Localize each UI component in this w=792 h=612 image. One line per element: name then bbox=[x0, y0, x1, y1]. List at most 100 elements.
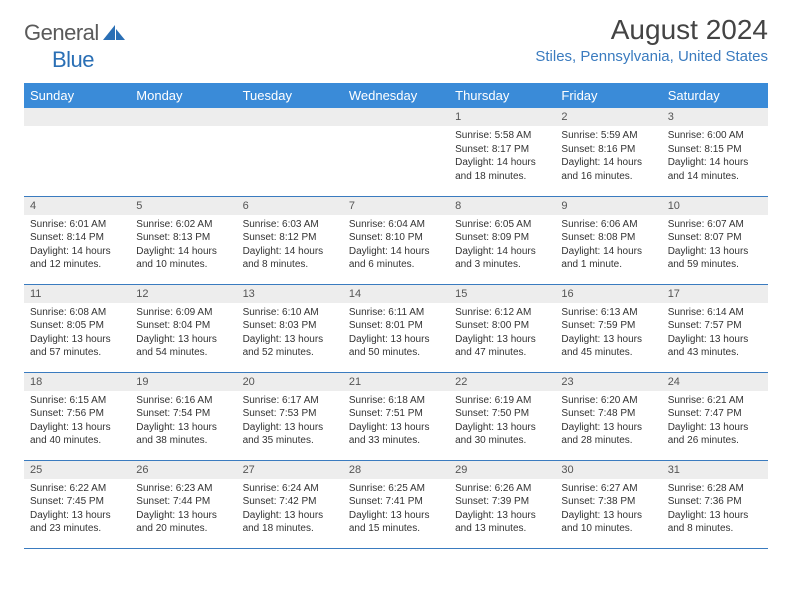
sunrise-text: Sunrise: 6:10 AM bbox=[243, 306, 337, 320]
day-number: 4 bbox=[24, 197, 130, 215]
day-number: 28 bbox=[343, 461, 449, 479]
day-number: 31 bbox=[662, 461, 768, 479]
calendar-cell bbox=[343, 108, 449, 196]
calendar-cell: 22Sunrise: 6:19 AMSunset: 7:50 PMDayligh… bbox=[449, 372, 555, 460]
sunrise-text: Sunrise: 6:24 AM bbox=[243, 482, 337, 496]
day-number: 21 bbox=[343, 373, 449, 391]
day-header: Tuesday bbox=[237, 83, 343, 108]
calendar-cell bbox=[237, 108, 343, 196]
calendar-cell: 12Sunrise: 6:09 AMSunset: 8:04 PMDayligh… bbox=[130, 284, 236, 372]
daylight-text: Daylight: 13 hours and 20 minutes. bbox=[136, 509, 230, 536]
calendar-cell: 9Sunrise: 6:06 AMSunset: 8:08 PMDaylight… bbox=[555, 196, 661, 284]
sunrise-text: Sunrise: 6:09 AM bbox=[136, 306, 230, 320]
sunset-text: Sunset: 8:17 PM bbox=[455, 143, 549, 157]
cell-body: Sunrise: 6:02 AMSunset: 8:13 PMDaylight:… bbox=[130, 215, 236, 276]
day-header: Monday bbox=[130, 83, 236, 108]
sunrise-text: Sunrise: 5:59 AM bbox=[561, 129, 655, 143]
sunrise-text: Sunrise: 6:26 AM bbox=[455, 482, 549, 496]
cell-body: Sunrise: 6:22 AMSunset: 7:45 PMDaylight:… bbox=[24, 479, 130, 540]
cell-body: Sunrise: 6:11 AMSunset: 8:01 PMDaylight:… bbox=[343, 303, 449, 364]
sunset-text: Sunset: 7:50 PM bbox=[455, 407, 549, 421]
daylight-text: Daylight: 14 hours and 1 minute. bbox=[561, 245, 655, 272]
cell-body: Sunrise: 6:03 AMSunset: 8:12 PMDaylight:… bbox=[237, 215, 343, 276]
sunrise-text: Sunrise: 6:12 AM bbox=[455, 306, 549, 320]
cell-body: Sunrise: 6:09 AMSunset: 8:04 PMDaylight:… bbox=[130, 303, 236, 364]
daylight-text: Daylight: 13 hours and 43 minutes. bbox=[668, 333, 762, 360]
sunrise-text: Sunrise: 6:04 AM bbox=[349, 218, 443, 232]
sunset-text: Sunset: 7:57 PM bbox=[668, 319, 762, 333]
cell-body: Sunrise: 6:28 AMSunset: 7:36 PMDaylight:… bbox=[662, 479, 768, 540]
calendar-cell: 18Sunrise: 6:15 AMSunset: 7:56 PMDayligh… bbox=[24, 372, 130, 460]
cell-body: Sunrise: 6:17 AMSunset: 7:53 PMDaylight:… bbox=[237, 391, 343, 452]
day-number: 2 bbox=[555, 108, 661, 126]
sunset-text: Sunset: 7:47 PM bbox=[668, 407, 762, 421]
daylight-text: Daylight: 13 hours and 15 minutes. bbox=[349, 509, 443, 536]
sunrise-text: Sunrise: 6:07 AM bbox=[668, 218, 762, 232]
calendar-week: 25Sunrise: 6:22 AMSunset: 7:45 PMDayligh… bbox=[24, 460, 768, 548]
calendar-cell: 17Sunrise: 6:14 AMSunset: 7:57 PMDayligh… bbox=[662, 284, 768, 372]
day-number: 20 bbox=[237, 373, 343, 391]
sunrise-text: Sunrise: 6:16 AM bbox=[136, 394, 230, 408]
day-number: 6 bbox=[237, 197, 343, 215]
calendar-week: 4Sunrise: 6:01 AMSunset: 8:14 PMDaylight… bbox=[24, 196, 768, 284]
day-number: 19 bbox=[130, 373, 236, 391]
day-number: 10 bbox=[662, 197, 768, 215]
location-text: Stiles, Pennsylvania, United States bbox=[535, 48, 768, 65]
day-number: 15 bbox=[449, 285, 555, 303]
brand-name-gray: General bbox=[24, 20, 99, 46]
sunrise-text: Sunrise: 6:08 AM bbox=[30, 306, 124, 320]
sunrise-text: Sunrise: 6:20 AM bbox=[561, 394, 655, 408]
sunset-text: Sunset: 7:59 PM bbox=[561, 319, 655, 333]
sunset-text: Sunset: 8:07 PM bbox=[668, 231, 762, 245]
day-number: 25 bbox=[24, 461, 130, 479]
sunset-text: Sunset: 7:51 PM bbox=[349, 407, 443, 421]
sunset-text: Sunset: 8:16 PM bbox=[561, 143, 655, 157]
calendar-cell: 19Sunrise: 6:16 AMSunset: 7:54 PMDayligh… bbox=[130, 372, 236, 460]
day-number: 3 bbox=[662, 108, 768, 126]
brand-name-blue: Blue bbox=[24, 47, 94, 72]
sunrise-text: Sunrise: 6:00 AM bbox=[668, 129, 762, 143]
sunrise-text: Sunrise: 6:01 AM bbox=[30, 218, 124, 232]
month-title: August 2024 bbox=[535, 14, 768, 46]
calendar-cell: 24Sunrise: 6:21 AMSunset: 7:47 PMDayligh… bbox=[662, 372, 768, 460]
sunrise-text: Sunrise: 6:28 AM bbox=[668, 482, 762, 496]
sunrise-text: Sunrise: 6:14 AM bbox=[668, 306, 762, 320]
sunset-text: Sunset: 7:44 PM bbox=[136, 495, 230, 509]
daylight-text: Daylight: 13 hours and 13 minutes. bbox=[455, 509, 549, 536]
calendar-cell: 6Sunrise: 6:03 AMSunset: 8:12 PMDaylight… bbox=[237, 196, 343, 284]
daylight-text: Daylight: 13 hours and 35 minutes. bbox=[243, 421, 337, 448]
sunrise-text: Sunrise: 5:58 AM bbox=[455, 129, 549, 143]
day-number: 26 bbox=[130, 461, 236, 479]
title-block: August 2024 Stiles, Pennsylvania, United… bbox=[535, 14, 768, 65]
sunrise-text: Sunrise: 6:03 AM bbox=[243, 218, 337, 232]
sunset-text: Sunset: 8:09 PM bbox=[455, 231, 549, 245]
day-number: 23 bbox=[555, 373, 661, 391]
sunset-text: Sunset: 7:53 PM bbox=[243, 407, 337, 421]
daylight-text: Daylight: 13 hours and 26 minutes. bbox=[668, 421, 762, 448]
sunset-text: Sunset: 7:42 PM bbox=[243, 495, 337, 509]
daylight-text: Daylight: 13 hours and 52 minutes. bbox=[243, 333, 337, 360]
sunrise-text: Sunrise: 6:21 AM bbox=[668, 394, 762, 408]
cell-body: Sunrise: 6:10 AMSunset: 8:03 PMDaylight:… bbox=[237, 303, 343, 364]
calendar-cell: 4Sunrise: 6:01 AMSunset: 8:14 PMDaylight… bbox=[24, 196, 130, 284]
calendar-cell: 21Sunrise: 6:18 AMSunset: 7:51 PMDayligh… bbox=[343, 372, 449, 460]
calendar-cell: 3Sunrise: 6:00 AMSunset: 8:15 PMDaylight… bbox=[662, 108, 768, 196]
cell-body: Sunrise: 6:20 AMSunset: 7:48 PMDaylight:… bbox=[555, 391, 661, 452]
cell-body: Sunrise: 6:25 AMSunset: 7:41 PMDaylight:… bbox=[343, 479, 449, 540]
calendar-body: 1Sunrise: 5:58 AMSunset: 8:17 PMDaylight… bbox=[24, 108, 768, 548]
calendar-cell: 23Sunrise: 6:20 AMSunset: 7:48 PMDayligh… bbox=[555, 372, 661, 460]
calendar-cell bbox=[24, 108, 130, 196]
sunset-text: Sunset: 7:56 PM bbox=[30, 407, 124, 421]
sunrise-text: Sunrise: 6:05 AM bbox=[455, 218, 549, 232]
sunset-text: Sunset: 8:12 PM bbox=[243, 231, 337, 245]
calendar-cell: 27Sunrise: 6:24 AMSunset: 7:42 PMDayligh… bbox=[237, 460, 343, 548]
calendar-cell: 15Sunrise: 6:12 AMSunset: 8:00 PMDayligh… bbox=[449, 284, 555, 372]
day-number bbox=[237, 108, 343, 126]
daylight-text: Daylight: 13 hours and 50 minutes. bbox=[349, 333, 443, 360]
brand-logo: General bbox=[24, 14, 129, 46]
sunset-text: Sunset: 8:15 PM bbox=[668, 143, 762, 157]
daylight-text: Daylight: 13 hours and 45 minutes. bbox=[561, 333, 655, 360]
daylight-text: Daylight: 13 hours and 10 minutes. bbox=[561, 509, 655, 536]
sunrise-text: Sunrise: 6:13 AM bbox=[561, 306, 655, 320]
calendar-cell: 1Sunrise: 5:58 AMSunset: 8:17 PMDaylight… bbox=[449, 108, 555, 196]
